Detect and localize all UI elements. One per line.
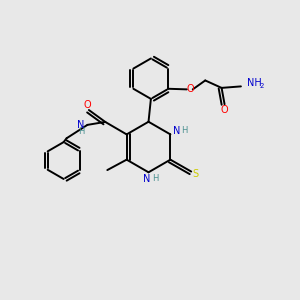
Text: O: O (221, 105, 228, 115)
Text: NH: NH (248, 78, 262, 88)
Text: H: H (152, 174, 158, 183)
Text: N: N (173, 126, 181, 136)
Text: 2: 2 (259, 83, 264, 89)
Text: O: O (187, 84, 194, 94)
Text: S: S (193, 169, 199, 179)
Text: H: H (182, 126, 188, 135)
Text: N: N (77, 120, 85, 130)
Text: H: H (78, 127, 84, 136)
Text: O: O (84, 100, 91, 110)
Text: N: N (143, 174, 151, 184)
